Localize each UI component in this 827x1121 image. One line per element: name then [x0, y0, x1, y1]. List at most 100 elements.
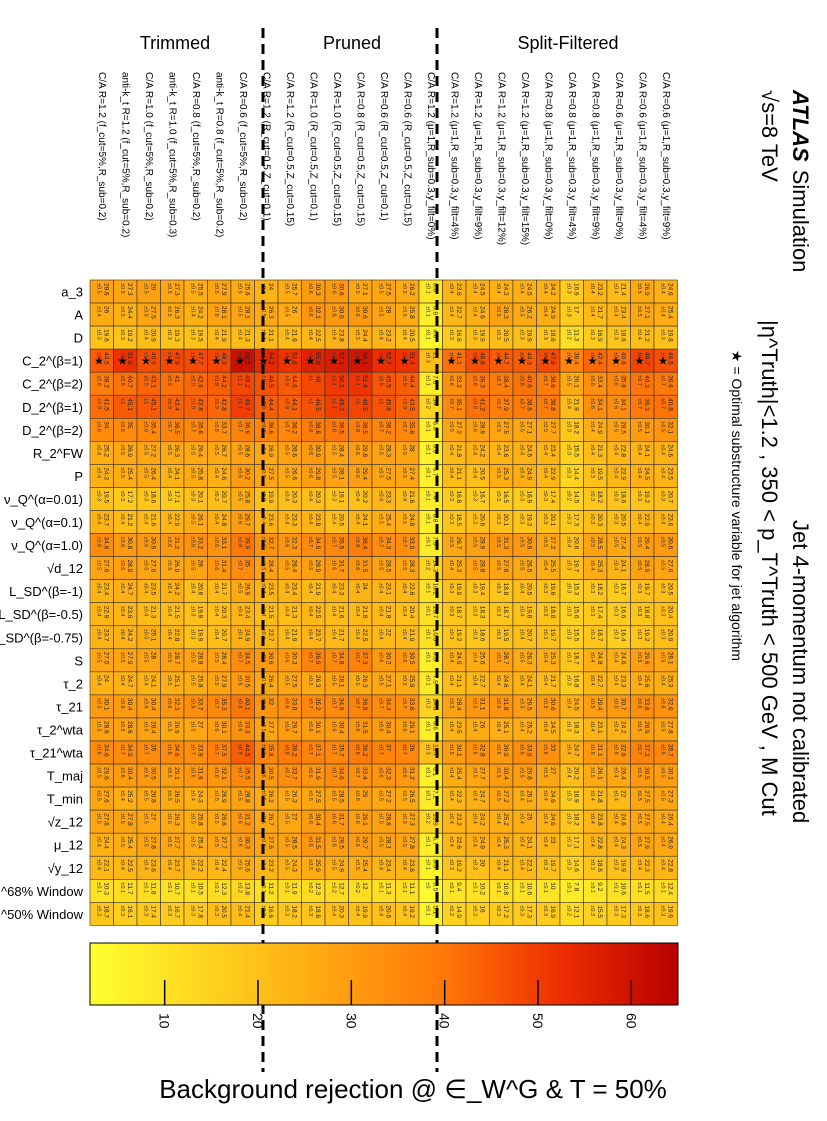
cell-value: 16.6: [455, 490, 462, 503]
cell-error: ±0.6: [237, 514, 243, 525]
colorbar-tick-label: 30: [343, 1013, 359, 1029]
cell-error: ±0.6: [237, 721, 243, 732]
cell-error: ±0.6: [190, 767, 196, 778]
cell-error: ±0.5: [190, 813, 196, 824]
cell-error: ±0.3: [660, 583, 666, 594]
cell-value: 25.4: [361, 859, 368, 872]
cell-error: ±0.1: [425, 583, 431, 594]
cell-value: 57.1: [338, 352, 345, 365]
cell-error: ±0.5: [190, 560, 196, 571]
cell-value: 24: [361, 583, 368, 591]
cell-error: ±0.5: [613, 421, 619, 432]
cell-value: 7.9: [432, 675, 439, 684]
cell-error: ±0.4: [143, 514, 149, 525]
cell-error: ±0.3: [96, 329, 102, 340]
cell-error: ±0.4: [284, 490, 290, 501]
cell-error: ±0.2: [425, 398, 431, 409]
cell-value: 28.1: [385, 836, 392, 849]
cell-value: 23.6: [667, 514, 674, 527]
cell-value: 26.3: [361, 675, 368, 688]
cell-error: ±0.5: [401, 444, 407, 455]
cell-value: 21.3: [244, 329, 251, 342]
cell-value: 27.5: [103, 652, 110, 665]
cell-value: 22.8: [596, 836, 603, 849]
cell-error: ±0.6: [119, 537, 125, 548]
cell-value: 30.2: [244, 467, 251, 480]
cell-value: 6.6: [432, 721, 439, 730]
cell-error: ±0.3: [472, 905, 478, 916]
cell-value: 32.3: [173, 698, 180, 711]
cell-error: ±0.4: [354, 606, 360, 617]
cell-error: ±0.4: [448, 444, 454, 455]
cell-value: 26.9: [643, 283, 650, 296]
column-label: C/A R=1.2 (R_cut=0.5,Z_cut=0.15): [284, 72, 295, 226]
colorbar-tick-label: 40: [437, 1013, 453, 1029]
cell-error: ±0.4: [166, 859, 172, 870]
cell-value: 18.8: [643, 606, 650, 619]
cell-value: 12.3: [314, 882, 321, 895]
cell-error: ±0.7: [660, 375, 666, 386]
cell-value: 27.5: [150, 306, 157, 319]
cell-value: 6.8: [432, 514, 439, 523]
optimal-star-icon: ★: [611, 356, 621, 368]
cell-error: ±0.6: [213, 560, 219, 571]
cell-error: ±0.5: [472, 560, 478, 571]
cell-error: ±1.1: [354, 375, 360, 386]
cell-value: 17.4: [150, 905, 157, 918]
cell-error: ±0.4: [143, 329, 149, 340]
cell-value: 11.8: [150, 882, 157, 895]
row-label: S: [74, 653, 83, 668]
cell-error: ±0.4: [331, 514, 337, 525]
cell-value: 27.7: [267, 721, 274, 734]
cell-value: 14.3: [432, 560, 439, 573]
cell-error: ±0.3: [495, 629, 501, 640]
cell-error: ±0.6: [331, 306, 337, 317]
cell-value: 37: [385, 744, 392, 752]
cell-error: ±0.4: [166, 514, 172, 525]
cell-value: 16.6: [267, 905, 274, 918]
cell-value: 30.4: [150, 698, 157, 711]
cell-value: 19.5: [197, 329, 204, 342]
cell-value: 24.4: [361, 329, 368, 342]
cell-value: 37.2: [643, 744, 650, 757]
cell-value: 27.5: [291, 675, 298, 688]
cell-error: ±0.9: [143, 375, 149, 386]
cell-value: 29.5: [338, 836, 345, 849]
cell-value: 16.9: [526, 490, 533, 503]
cell-error: ±0.1: [425, 306, 431, 317]
cell-error: ±0.6: [354, 790, 360, 801]
cell-error: ±0.5: [636, 306, 642, 317]
cell-value: 35.3: [220, 698, 227, 711]
cell-value: 17.4: [549, 490, 556, 503]
cell-error: ±0.5: [448, 537, 454, 548]
row-label: C_2^(β=1): [22, 354, 83, 369]
cell-error: ±0.8: [354, 744, 360, 755]
cell-error: ±0.4: [307, 490, 313, 501]
cell-error: ±0.5: [401, 306, 407, 317]
cell-error: ±0.5: [378, 790, 384, 801]
cell-error: ±0.9: [472, 352, 478, 363]
cell-error: ±0.3: [119, 905, 125, 916]
cell-value: 21.3: [291, 606, 298, 619]
cell-value: 29.4: [361, 467, 368, 480]
cell-error: ±0.3: [425, 352, 431, 363]
cell-error: ±0.6: [613, 398, 619, 409]
cell-error: ±0.4: [96, 606, 102, 617]
cell-value: 19.1: [338, 490, 345, 503]
cell-error: ±0.5: [307, 675, 313, 686]
cell-value: 27: [150, 813, 157, 821]
cell-error: ±0.7: [260, 421, 266, 432]
cell-value: 32.3: [385, 767, 392, 780]
cell-value: 45.8: [385, 398, 392, 411]
cell-value: 33.6: [408, 698, 415, 711]
cell-error: ±0.1: [284, 882, 290, 893]
cell-value: 27.9: [643, 836, 650, 849]
cell-error: ±0.3: [566, 721, 572, 732]
cell-value: 26.1: [596, 767, 603, 780]
cell-value: 38.4: [361, 537, 368, 550]
optimal-star-icon: ★: [141, 356, 151, 368]
cell-value: 45.1: [150, 398, 157, 411]
cell-error: ±0.4: [519, 444, 525, 455]
cell-error: ±0.1: [425, 767, 431, 778]
cell-value: 25.1: [150, 629, 157, 642]
